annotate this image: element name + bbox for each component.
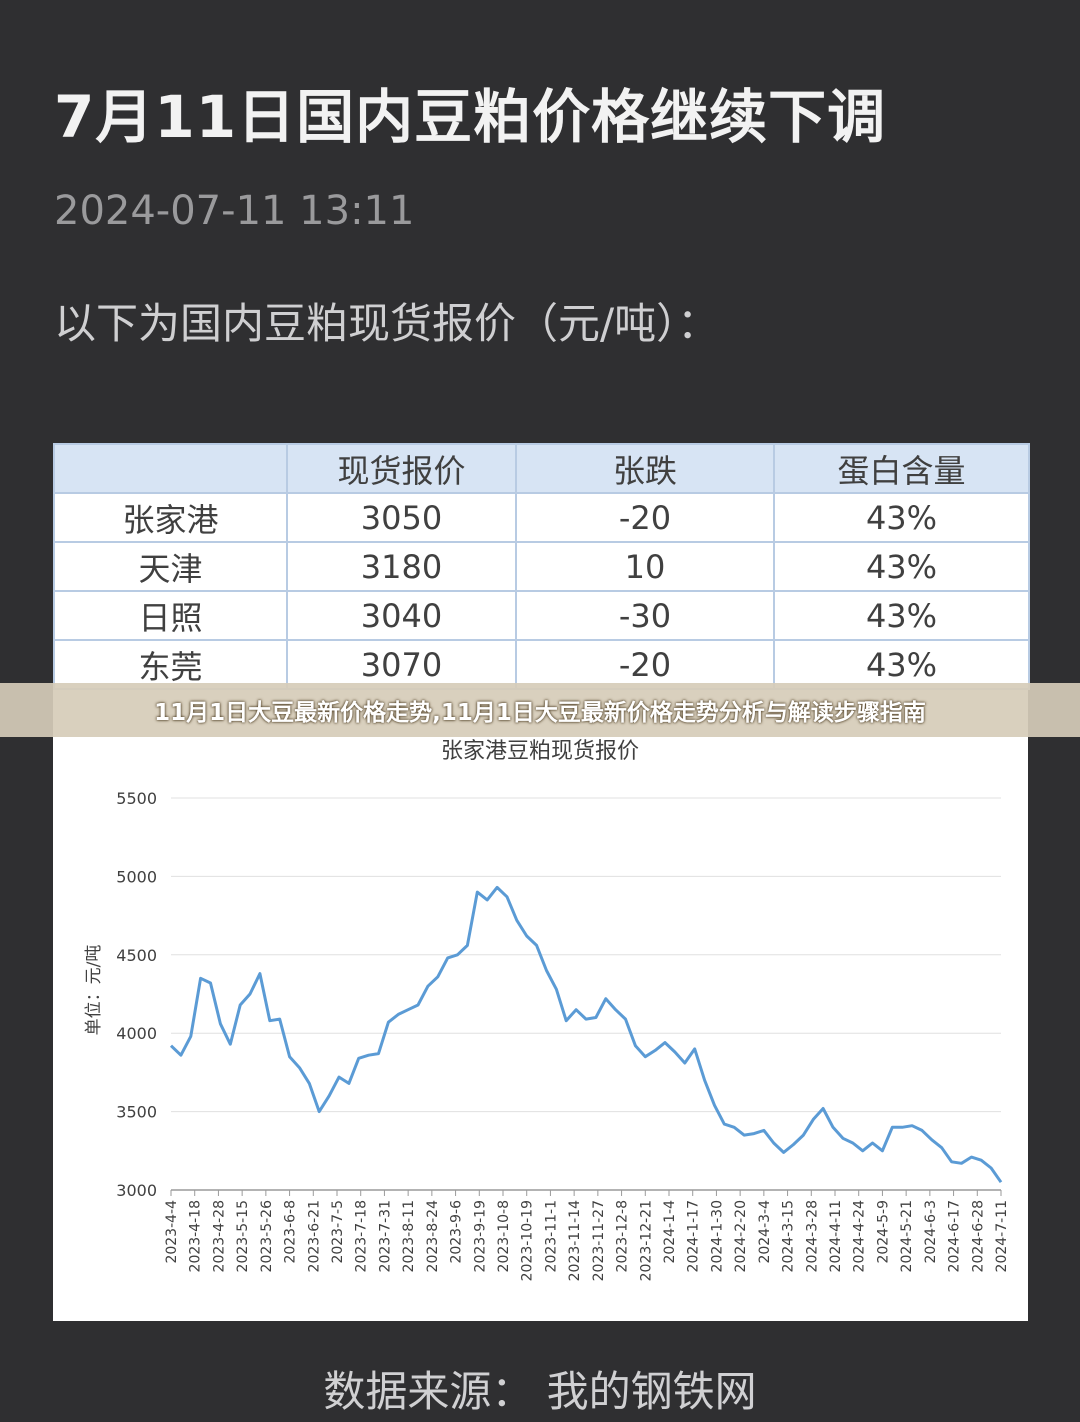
- chart-title: 张家港豆粕现货报价: [441, 739, 639, 764]
- chart-x-tick-label: 2023-11-14: [567, 1200, 583, 1281]
- chart-x-tick-label: 2024-3-15: [781, 1200, 797, 1272]
- chart-x-tick-label: 2024-6-28: [970, 1200, 986, 1272]
- table-cell: 3050: [286, 492, 517, 543]
- article-source: 数据来源： 我的钢铁网: [323, 1367, 757, 1416]
- chart-x-tick-label: 2024-7-11: [994, 1200, 1010, 1272]
- chart-x-tick-label: 2024-4-11: [828, 1200, 844, 1272]
- chart-x-tick-label: 2023-11-1: [543, 1200, 559, 1272]
- chart-x-tick-label: 2023-12-8: [615, 1200, 631, 1272]
- price-chart-svg: 张家港豆粕现货报价 单位：元/吨 3000 3500 4000 4500 5000 550…: [84, 739, 1010, 1281]
- table-cell: 张家港: [53, 492, 288, 543]
- chart-x-tick-label: 2023-5-26: [259, 1200, 275, 1273]
- chart-x-tick-label: 2024-6-3: [923, 1200, 939, 1264]
- chart-x-tick-label: 2023-8-24: [425, 1200, 441, 1273]
- chart-x-tick-label: 2023-9-19: [472, 1200, 488, 1272]
- overlay-banner: 11月1日大豆最新价格走势,11月1日大豆最新价格走势分析与解读步骤指南: [0, 683, 1080, 737]
- table-cell: 天津: [53, 541, 288, 592]
- chart-x-tick-label: 2024-3-28: [804, 1200, 820, 1272]
- table-row: 日照 3040 -30 43%: [53, 590, 1030, 641]
- article-timestamp: 2024-07-11 13:11: [54, 188, 415, 234]
- table-cell: -20: [515, 639, 775, 690]
- chart-x-tick-label: 2023-4-28: [211, 1200, 227, 1272]
- chart-x-tick-label: 2024-1-17: [686, 1200, 702, 1272]
- chart-series-line: [169, 885, 1003, 1184]
- chart-x-tick-label: 2023-8-11: [401, 1200, 417, 1272]
- chart-x-tick-label: 2023-4-4: [164, 1200, 180, 1264]
- table-cell: 43%: [773, 541, 1030, 592]
- chart-y-tick-label: 5000: [116, 867, 157, 886]
- table-row: 张家港 3050 -20 43%: [53, 492, 1030, 543]
- chart-y-tick-label: 3500: [116, 1103, 157, 1122]
- chart-x-tick-label: 2023-12-21: [638, 1200, 654, 1281]
- table-header-cell: 张跌: [515, 443, 775, 494]
- chart-x-tick-label: 2024-4-24: [852, 1200, 868, 1273]
- chart-x-tick-label: 2023-6-8: [283, 1200, 299, 1264]
- chart-x-tick-label: 2024-1-30: [709, 1200, 725, 1272]
- chart-x-tick-label: 2023-4-18: [188, 1200, 204, 1272]
- chart-x-tick-label: 2024-1-4: [662, 1200, 678, 1264]
- article-intro: 以下为国内豆粕现货报价（元/吨）：: [54, 299, 720, 348]
- chart-x-tick-label: 2023-10-19: [520, 1200, 536, 1281]
- price-table: 现货报价 张跌 蛋白含量 张家港 3050 -20 43% 天津 3180 10…: [53, 443, 1030, 690]
- table-row: 天津 3180 10 43%: [53, 541, 1030, 592]
- table-cell: 43%: [773, 639, 1030, 690]
- table-cell: 3040: [286, 590, 517, 641]
- table-cell: 3070: [286, 639, 517, 690]
- table-header-cell: [53, 443, 288, 494]
- price-chart: 张家港豆粕现货报价 单位：元/吨 3000 3500 4000 4500 5000 550…: [53, 690, 1028, 1321]
- chart-x-tick-label: 2023-11-27: [591, 1200, 607, 1281]
- chart-x-tick-label: 2024-5-21: [899, 1200, 915, 1272]
- table-cell: 43%: [773, 590, 1030, 641]
- chart-y-tick-label: 5500: [116, 789, 157, 808]
- chart-x-tick-label: 2023-7-18: [354, 1200, 370, 1272]
- chart-x-tick-label: 2023-7-31: [377, 1200, 393, 1272]
- table-cell: 43%: [773, 492, 1030, 543]
- chart-x-tick-label: 2023-5-15: [235, 1200, 251, 1272]
- chart-y-tick-label: 3000: [116, 1181, 157, 1200]
- chart-x-tick-label: 2024-6-17: [947, 1200, 963, 1272]
- chart-x-tick-label: 2023-9-6: [449, 1200, 465, 1264]
- chart-x-tick-label: 2024-3-4: [757, 1200, 773, 1264]
- table-row: 东莞 3070 -20 43%: [53, 639, 1030, 690]
- article-headline: 7月11日国内豆粕价格继续下调: [54, 83, 887, 151]
- table-header-cell: 蛋白含量: [773, 443, 1030, 494]
- chart-y-tick-label: 4500: [116, 946, 157, 965]
- chart-x-tick-label: 2023-10-8: [496, 1200, 512, 1272]
- chart-x-tick-label: 2024-5-9: [875, 1200, 891, 1264]
- chart-y-axis-label: 单位：元/吨: [84, 945, 104, 1036]
- chart-x-tick-label: 2024-2-20: [733, 1200, 749, 1272]
- overlay-banner-text: 11月1日大豆最新价格走势,11月1日大豆最新价格走势分析与解读步骤指南: [154, 700, 926, 726]
- table-cell: 3180: [286, 541, 517, 592]
- chart-x-tick-label: 2023-6-21: [306, 1200, 322, 1272]
- table-header-cell: 现货报价: [286, 443, 517, 494]
- table-cell: 10: [515, 541, 775, 592]
- table-cell: 东莞: [53, 639, 288, 690]
- chart-x-tick-label: 2023-7-5: [330, 1200, 346, 1264]
- chart-y-tick-label: 4000: [116, 1024, 157, 1043]
- table-cell: 日照: [53, 590, 288, 641]
- table-cell: -20: [515, 492, 775, 543]
- table-cell: -30: [515, 590, 775, 641]
- table-header-row: 现货报价 张跌 蛋白含量: [53, 443, 1030, 494]
